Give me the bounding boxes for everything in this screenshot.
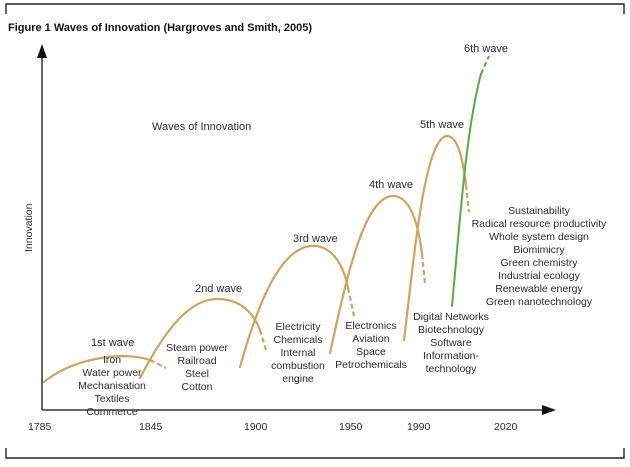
wave-3-curve (238, 244, 350, 369)
wave-6-curve (451, 73, 482, 307)
wave-1-item: Iron (103, 354, 121, 366)
wave-1-items: Iron Water power Mechanisation Textiles … (78, 354, 146, 418)
wave-4-curve-extension (420, 253, 427, 285)
wave-3-item: Internal (280, 347, 315, 359)
wave-6-item: Biomimicry (513, 244, 565, 256)
x-tick-labels: 1785 1845 1900 1950 1990 2020 (28, 421, 518, 433)
y-axis-label: Innovation (23, 203, 35, 252)
wave-6-items: Sustainability Radical resource producti… (472, 205, 608, 308)
wave-4-item: Space (356, 346, 386, 358)
wave-2-item: Railroad (177, 355, 216, 367)
wave-6-item: Industrial ecology (498, 270, 580, 282)
wave-5-curve (402, 134, 468, 342)
wave-6-label: 6th wave (464, 43, 508, 55)
wave-3-curve-extension (346, 287, 356, 317)
x-tick-label: 1845 (139, 421, 163, 433)
wave-5-item: Software (430, 337, 472, 349)
x-tick-label: 1950 (339, 421, 363, 433)
wave-2-curve-extension (258, 329, 268, 351)
figure-frame (5, 3, 625, 459)
figure-title: Figure 1 Waves of Innovation (Hargroves … (8, 22, 312, 34)
wave-4-item: Electronics (345, 320, 396, 332)
wave-6-item: Green chemistry (500, 257, 578, 269)
wave-5-items: Digital Networks Biotechnology Software … (413, 311, 489, 375)
wave-3-item: engine (282, 373, 314, 385)
wave-3-label: 3rd wave (293, 233, 338, 245)
wave-2-item: Cotton (182, 381, 213, 393)
wave-2-item: Steel (185, 368, 209, 380)
wave-3-items: Electricity Chemicals Internal combustio… (271, 321, 325, 385)
wave-2-curve (138, 297, 262, 380)
wave-4-label: 4th wave (369, 179, 413, 191)
wave-4-item: Petrochemicals (335, 359, 407, 371)
wave-1-item: Textiles (94, 393, 129, 405)
wave-2-label: 2nd wave (195, 283, 242, 295)
x-tick-label: 1900 (244, 421, 268, 433)
wave-5-item: Biotechnology (418, 324, 485, 336)
wave-6-item: Radical resource productivity (472, 218, 608, 230)
wave-4-items: Electronics Aviation Space Petrochemical… (335, 320, 407, 371)
diagram-heading: Waves of Innovation (152, 121, 251, 133)
wave-1-curve (42, 355, 152, 384)
x-tick-label: 1785 (28, 421, 52, 433)
wave-4-item: Aviation (352, 333, 389, 345)
y-axis-arrow (37, 44, 47, 58)
wave-6-item: Sustainability (508, 205, 571, 217)
wave-5-label: 5th wave (420, 119, 464, 131)
x-tick-label: 2020 (494, 421, 518, 433)
x-axis-arrow (542, 405, 556, 415)
wave-1-item: Mechanisation (78, 380, 146, 392)
wave-1-item: Commerce (86, 406, 138, 418)
wave-6-curve-extension (480, 55, 490, 75)
wave-2-item: Steam power (166, 342, 228, 354)
wave-3-item: combustion (271, 360, 325, 372)
wave-1-label: 1st wave (91, 337, 134, 349)
frame-bottom-bracket (5, 448, 625, 459)
wave-5-item: Digital Networks (413, 311, 489, 323)
wave-3-item: Electricity (276, 321, 322, 333)
x-tick-label: 1990 (407, 421, 431, 433)
wave-1-item: Water power (82, 367, 142, 379)
wave-4-curve (328, 194, 424, 355)
axes (37, 44, 556, 415)
wave-1-curve-extension (149, 359, 167, 369)
wave-6-item: Whole system design (489, 231, 589, 243)
wave-6-item: Green nanotechnology (486, 296, 593, 308)
frame-top-bracket (5, 3, 625, 14)
wave-3-item: Chemicals (273, 334, 322, 346)
wave-2-items: Steam power Railroad Steel Cotton (166, 342, 228, 393)
wave-5-item: Information- (423, 350, 480, 362)
wave-curves (42, 55, 490, 384)
wave-6-item: Renewable energy (495, 283, 583, 295)
wave-5-curve-extension (464, 184, 471, 213)
wave-5-item: technology (426, 363, 478, 375)
